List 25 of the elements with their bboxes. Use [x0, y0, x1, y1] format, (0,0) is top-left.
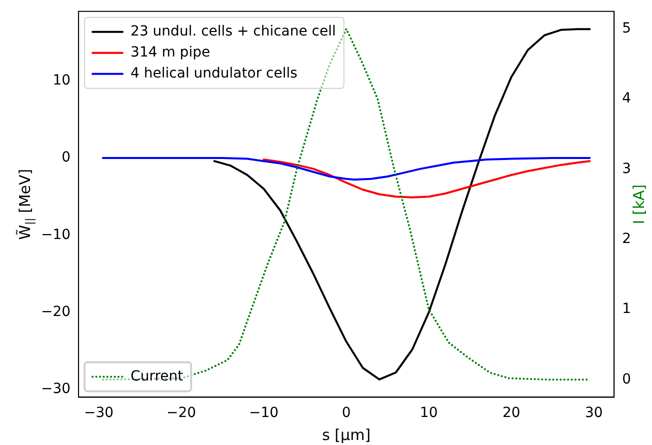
y2-tick-label: 0 — [622, 371, 632, 388]
y-tick-label: 10 — [52, 72, 71, 88]
y2-tick-label: 1 — [622, 301, 632, 318]
x-tick-label: 30 — [584, 405, 603, 422]
y2-tick-label: 3 — [622, 160, 632, 177]
x-tick-label: 0 — [342, 405, 351, 422]
y-tick-label: 0 — [62, 150, 71, 166]
y-tick-label: −20 — [41, 304, 71, 320]
y-tick-label: −10 — [41, 226, 71, 243]
x-tick-label: −10 — [249, 405, 279, 422]
y-tick-label: −30 — [41, 381, 71, 398]
y2-tick-label: 2 — [622, 231, 632, 248]
y2-axis-title: I [kA] — [630, 184, 648, 224]
legend-label: 23 undul. cells + chicane cell — [130, 24, 336, 40]
legend-label: 4 helical undulator cells — [130, 66, 298, 82]
x-tick-label: −20 — [166, 405, 196, 422]
legend-label: 314 m pipe — [130, 44, 210, 61]
y2-tick-label: 5 — [622, 20, 632, 37]
x-tick-label: 20 — [502, 405, 520, 422]
x-tick-label: 10 — [420, 405, 438, 422]
y2-tick-label: 4 — [622, 90, 632, 107]
y-axis-title: W̃|| [MeV] — [15, 168, 36, 240]
legend-label: Current — [130, 368, 184, 384]
x-axis-title: s [µm] — [322, 426, 371, 444]
x-tick-label: −30 — [84, 405, 114, 422]
